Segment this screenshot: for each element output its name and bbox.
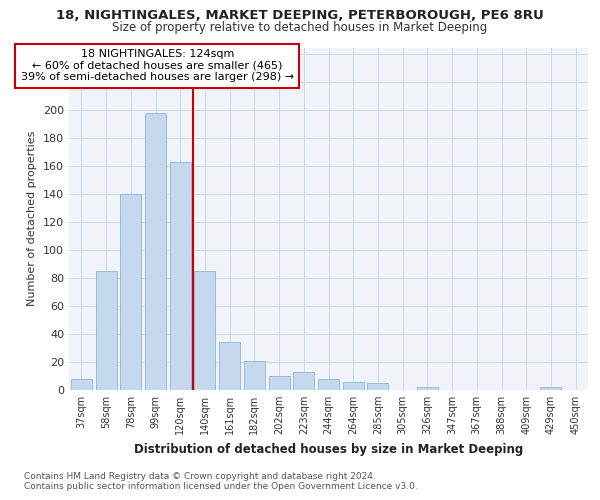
Bar	[417, 387, 438, 390]
Bar	[318, 379, 339, 390]
Text: Size of property relative to detached houses in Market Deeping: Size of property relative to detached ho…	[112, 21, 488, 34]
Bar	[145, 113, 166, 390]
Bar	[219, 342, 240, 390]
Text: Contains HM Land Registry data © Crown copyright and database right 2024.
Contai: Contains HM Land Registry data © Crown c…	[24, 472, 418, 491]
Bar	[71, 379, 92, 390]
Text: Distribution of detached houses by size in Market Deeping: Distribution of detached houses by size …	[134, 442, 523, 456]
Bar	[343, 382, 364, 390]
Y-axis label: Number of detached properties: Number of detached properties	[28, 131, 37, 306]
Bar	[269, 376, 290, 390]
Bar	[367, 383, 388, 390]
Bar	[541, 387, 562, 390]
Bar	[120, 194, 141, 390]
Bar	[95, 271, 116, 390]
Bar	[170, 162, 191, 390]
Bar	[244, 360, 265, 390]
Bar	[194, 271, 215, 390]
Bar	[293, 372, 314, 390]
Text: 18 NIGHTINGALES: 124sqm
← 60% of detached houses are smaller (465)
39% of semi-d: 18 NIGHTINGALES: 124sqm ← 60% of detache…	[20, 49, 294, 82]
Text: 18, NIGHTINGALES, MARKET DEEPING, PETERBOROUGH, PE6 8RU: 18, NIGHTINGALES, MARKET DEEPING, PETERB…	[56, 9, 544, 22]
